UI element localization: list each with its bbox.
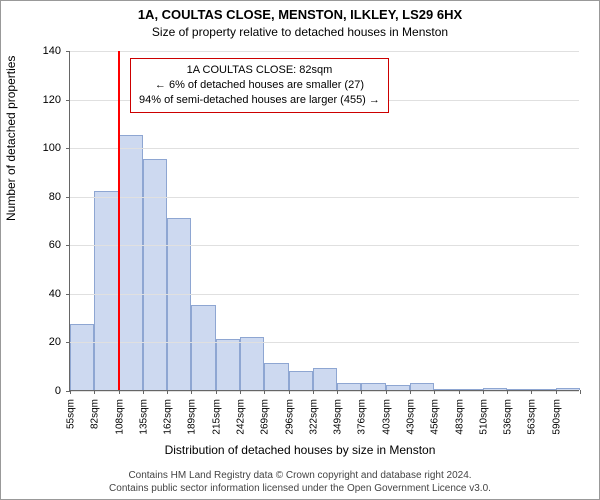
chart-container: 1A, COULTAS CLOSE, MENSTON, ILKLEY, LS29…: [0, 0, 600, 500]
histogram-bar: [434, 389, 458, 390]
y-tick: [66, 148, 70, 149]
histogram-bar: [361, 383, 385, 390]
plot-area: 1A COULTAS CLOSE: 82sqm← 6% of detached …: [69, 51, 579, 391]
histogram-bar: [386, 385, 410, 390]
x-tick-labels: 55sqm 82sqm 108sqm 135sqm 162sqm 189sqm 215sqm…: [69, 393, 579, 443]
x-tick-label: 108sqm: [114, 399, 125, 435]
footer-line-1: Contains HM Land Registry data © Crown c…: [1, 469, 599, 482]
x-tick-label: 403sqm: [381, 399, 392, 435]
chart-title-main: 1A, COULTAS CLOSE, MENSTON, ILKLEY, LS29…: [1, 7, 599, 22]
y-tick: [66, 197, 70, 198]
gridline: [70, 342, 579, 343]
x-tick-label: 135sqm: [138, 399, 149, 435]
x-tick-label: 296sqm: [284, 399, 295, 435]
histogram-bar: [191, 305, 215, 390]
y-tick-label: 40: [31, 288, 61, 300]
indicator-line: [118, 51, 120, 390]
gridline: [70, 197, 579, 198]
x-tick-label: 376sqm: [357, 399, 368, 435]
y-tick-label: 0: [31, 385, 61, 397]
footer-credits: Contains HM Land Registry data © Crown c…: [1, 469, 599, 495]
histogram-bar: [289, 371, 313, 390]
y-tick-labels: 020406080100120140: [29, 51, 65, 391]
annotation-line-1: 1A COULTAS CLOSE: 82sqm: [139, 63, 380, 78]
histogram-bar: [313, 368, 337, 390]
histogram-bar: [337, 383, 361, 390]
annotation-line-3: 94% of semi-detached houses are larger (…: [139, 93, 380, 108]
x-tick-label: 215sqm: [211, 399, 222, 435]
y-tick-label: 120: [31, 94, 61, 106]
x-tick-label: 456sqm: [430, 399, 441, 435]
y-tick-label: 80: [31, 191, 61, 203]
histogram-bar: [94, 191, 118, 390]
x-tick-label: 563sqm: [527, 399, 538, 435]
histogram-bar: [459, 389, 483, 390]
y-tick: [66, 294, 70, 295]
gridline: [70, 391, 579, 392]
x-tick-label: 162sqm: [163, 399, 174, 435]
histogram-bar: [410, 383, 434, 390]
x-tick-label: 269sqm: [260, 399, 271, 435]
y-axis-label: Number of detached properties: [4, 56, 18, 221]
y-tick-label: 60: [31, 239, 61, 251]
histogram-bar: [119, 135, 143, 390]
gridline: [70, 294, 579, 295]
y-tick-label: 20: [31, 336, 61, 348]
y-tick: [66, 100, 70, 101]
annotation-line-2: ← 6% of detached houses are smaller (27): [139, 78, 380, 93]
histogram-bar: [216, 339, 240, 390]
x-axis-label: Distribution of detached houses by size …: [1, 443, 599, 457]
histogram-bar: [531, 389, 555, 390]
x-tick: [580, 390, 581, 394]
histogram-bar: [483, 388, 507, 390]
y-tick: [66, 51, 70, 52]
y-tick-label: 140: [31, 45, 61, 57]
x-tick-label: 322sqm: [308, 399, 319, 435]
x-tick-label: 242sqm: [236, 399, 247, 435]
histogram-bar: [70, 324, 94, 390]
x-tick-label: 189sqm: [187, 399, 198, 435]
histogram-bar: [167, 218, 191, 390]
histogram-bar: [507, 389, 531, 390]
x-tick-label: 483sqm: [454, 399, 465, 435]
y-tick: [66, 245, 70, 246]
histogram-bar: [264, 363, 288, 390]
histogram-bar: [556, 388, 580, 390]
x-tick-label: 536sqm: [503, 399, 514, 435]
x-tick-label: 349sqm: [333, 399, 344, 435]
histogram-bar: [240, 337, 264, 390]
annotation-box: 1A COULTAS CLOSE: 82sqm← 6% of detached …: [130, 58, 389, 113]
histogram-bar: [143, 159, 167, 390]
x-tick-label: 55sqm: [66, 399, 77, 429]
footer-line-2: Contains public sector information licen…: [1, 482, 599, 495]
x-tick-label: 510sqm: [478, 399, 489, 435]
x-tick-label: 430sqm: [406, 399, 417, 435]
x-tick-label: 82sqm: [90, 399, 101, 429]
gridline: [70, 51, 579, 52]
y-tick: [66, 342, 70, 343]
gridline: [70, 148, 579, 149]
x-tick-label: 590sqm: [551, 399, 562, 435]
y-tick-label: 100: [31, 142, 61, 154]
chart-title-sub: Size of property relative to detached ho…: [1, 25, 599, 39]
gridline: [70, 245, 579, 246]
